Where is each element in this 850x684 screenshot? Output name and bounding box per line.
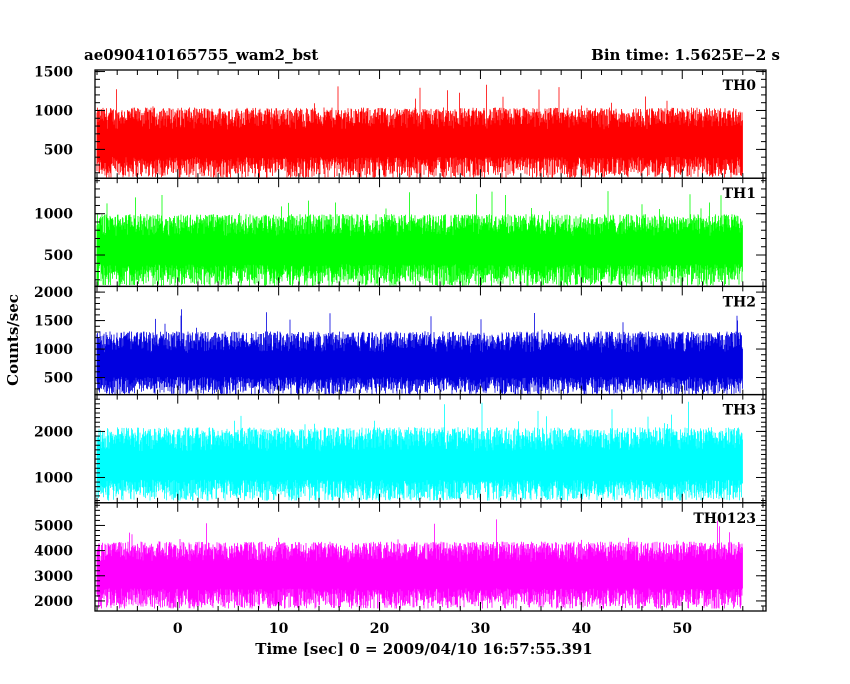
x-tick-label: 40 <box>572 621 592 637</box>
series-label-th2: TH2 <box>723 294 756 310</box>
x-tick-label: 20 <box>370 621 390 637</box>
series-label-th0: TH0 <box>723 78 757 94</box>
y-tick-label: 1500 <box>34 65 73 81</box>
panel-th2: 500 1000 1500 2000 TH2 <box>34 285 767 396</box>
x-tick-label: 10 <box>269 621 289 637</box>
x-axis-label: Time [sec] 0 = 2009/04/10 16:57:55.391 <box>255 640 592 658</box>
panels-group: 50010001500TH05001000TH1500100015002000T… <box>34 65 767 637</box>
y-tick-label: 1000 <box>34 342 73 358</box>
y-tick-label: 2000 <box>34 594 73 610</box>
series-line-th0123 <box>96 519 743 609</box>
series-line-th0 <box>96 84 743 178</box>
panel-frame <box>94 502 767 612</box>
y-tick-label: 500 <box>44 371 73 387</box>
series-line-th3 <box>96 401 743 501</box>
y-tick-label: 3000 <box>34 569 73 585</box>
y-tick-label: 1000 <box>34 470 73 486</box>
panel-th1: 500 1000 TH1 <box>34 177 767 288</box>
y-tick-label: 4000 <box>34 544 73 560</box>
y-tick-label: 2000 <box>34 424 73 440</box>
x-tick-label: 0 <box>173 621 183 637</box>
series-label-th1: TH1 <box>723 186 756 202</box>
panel-th0123: 2000 3000 4000 5000 TH0123 <box>34 502 767 612</box>
y-tick-label: 5000 <box>34 518 73 534</box>
x-tick-label: 50 <box>673 621 693 637</box>
panel-th3: 1000 2000 TH3 <box>34 393 767 504</box>
y-tick-label: 500 <box>44 248 73 264</box>
y-tick-label: 1500 <box>34 314 73 330</box>
series-line-th1 <box>96 191 743 286</box>
bin-time-label: Bin time: 1.5625E−2 s <box>591 46 780 64</box>
x-tick-label: 30 <box>471 621 491 637</box>
series-line-th2 <box>96 309 743 394</box>
series-label-th3: TH3 <box>723 403 756 419</box>
series-label-th0123: TH0123 <box>693 511 756 527</box>
panel-th0: 500 1000 1500 TH0 <box>34 65 767 179</box>
y-tick-label: 1000 <box>34 103 73 119</box>
y-tick-label: 1000 <box>34 207 73 223</box>
y-tick-label: 2000 <box>34 285 73 301</box>
y-tick-label: 500 <box>44 142 73 158</box>
y-axis-label: Counts/sec <box>4 294 22 386</box>
chart-title: ae090410165755_wam2_bst <box>84 46 318 64</box>
